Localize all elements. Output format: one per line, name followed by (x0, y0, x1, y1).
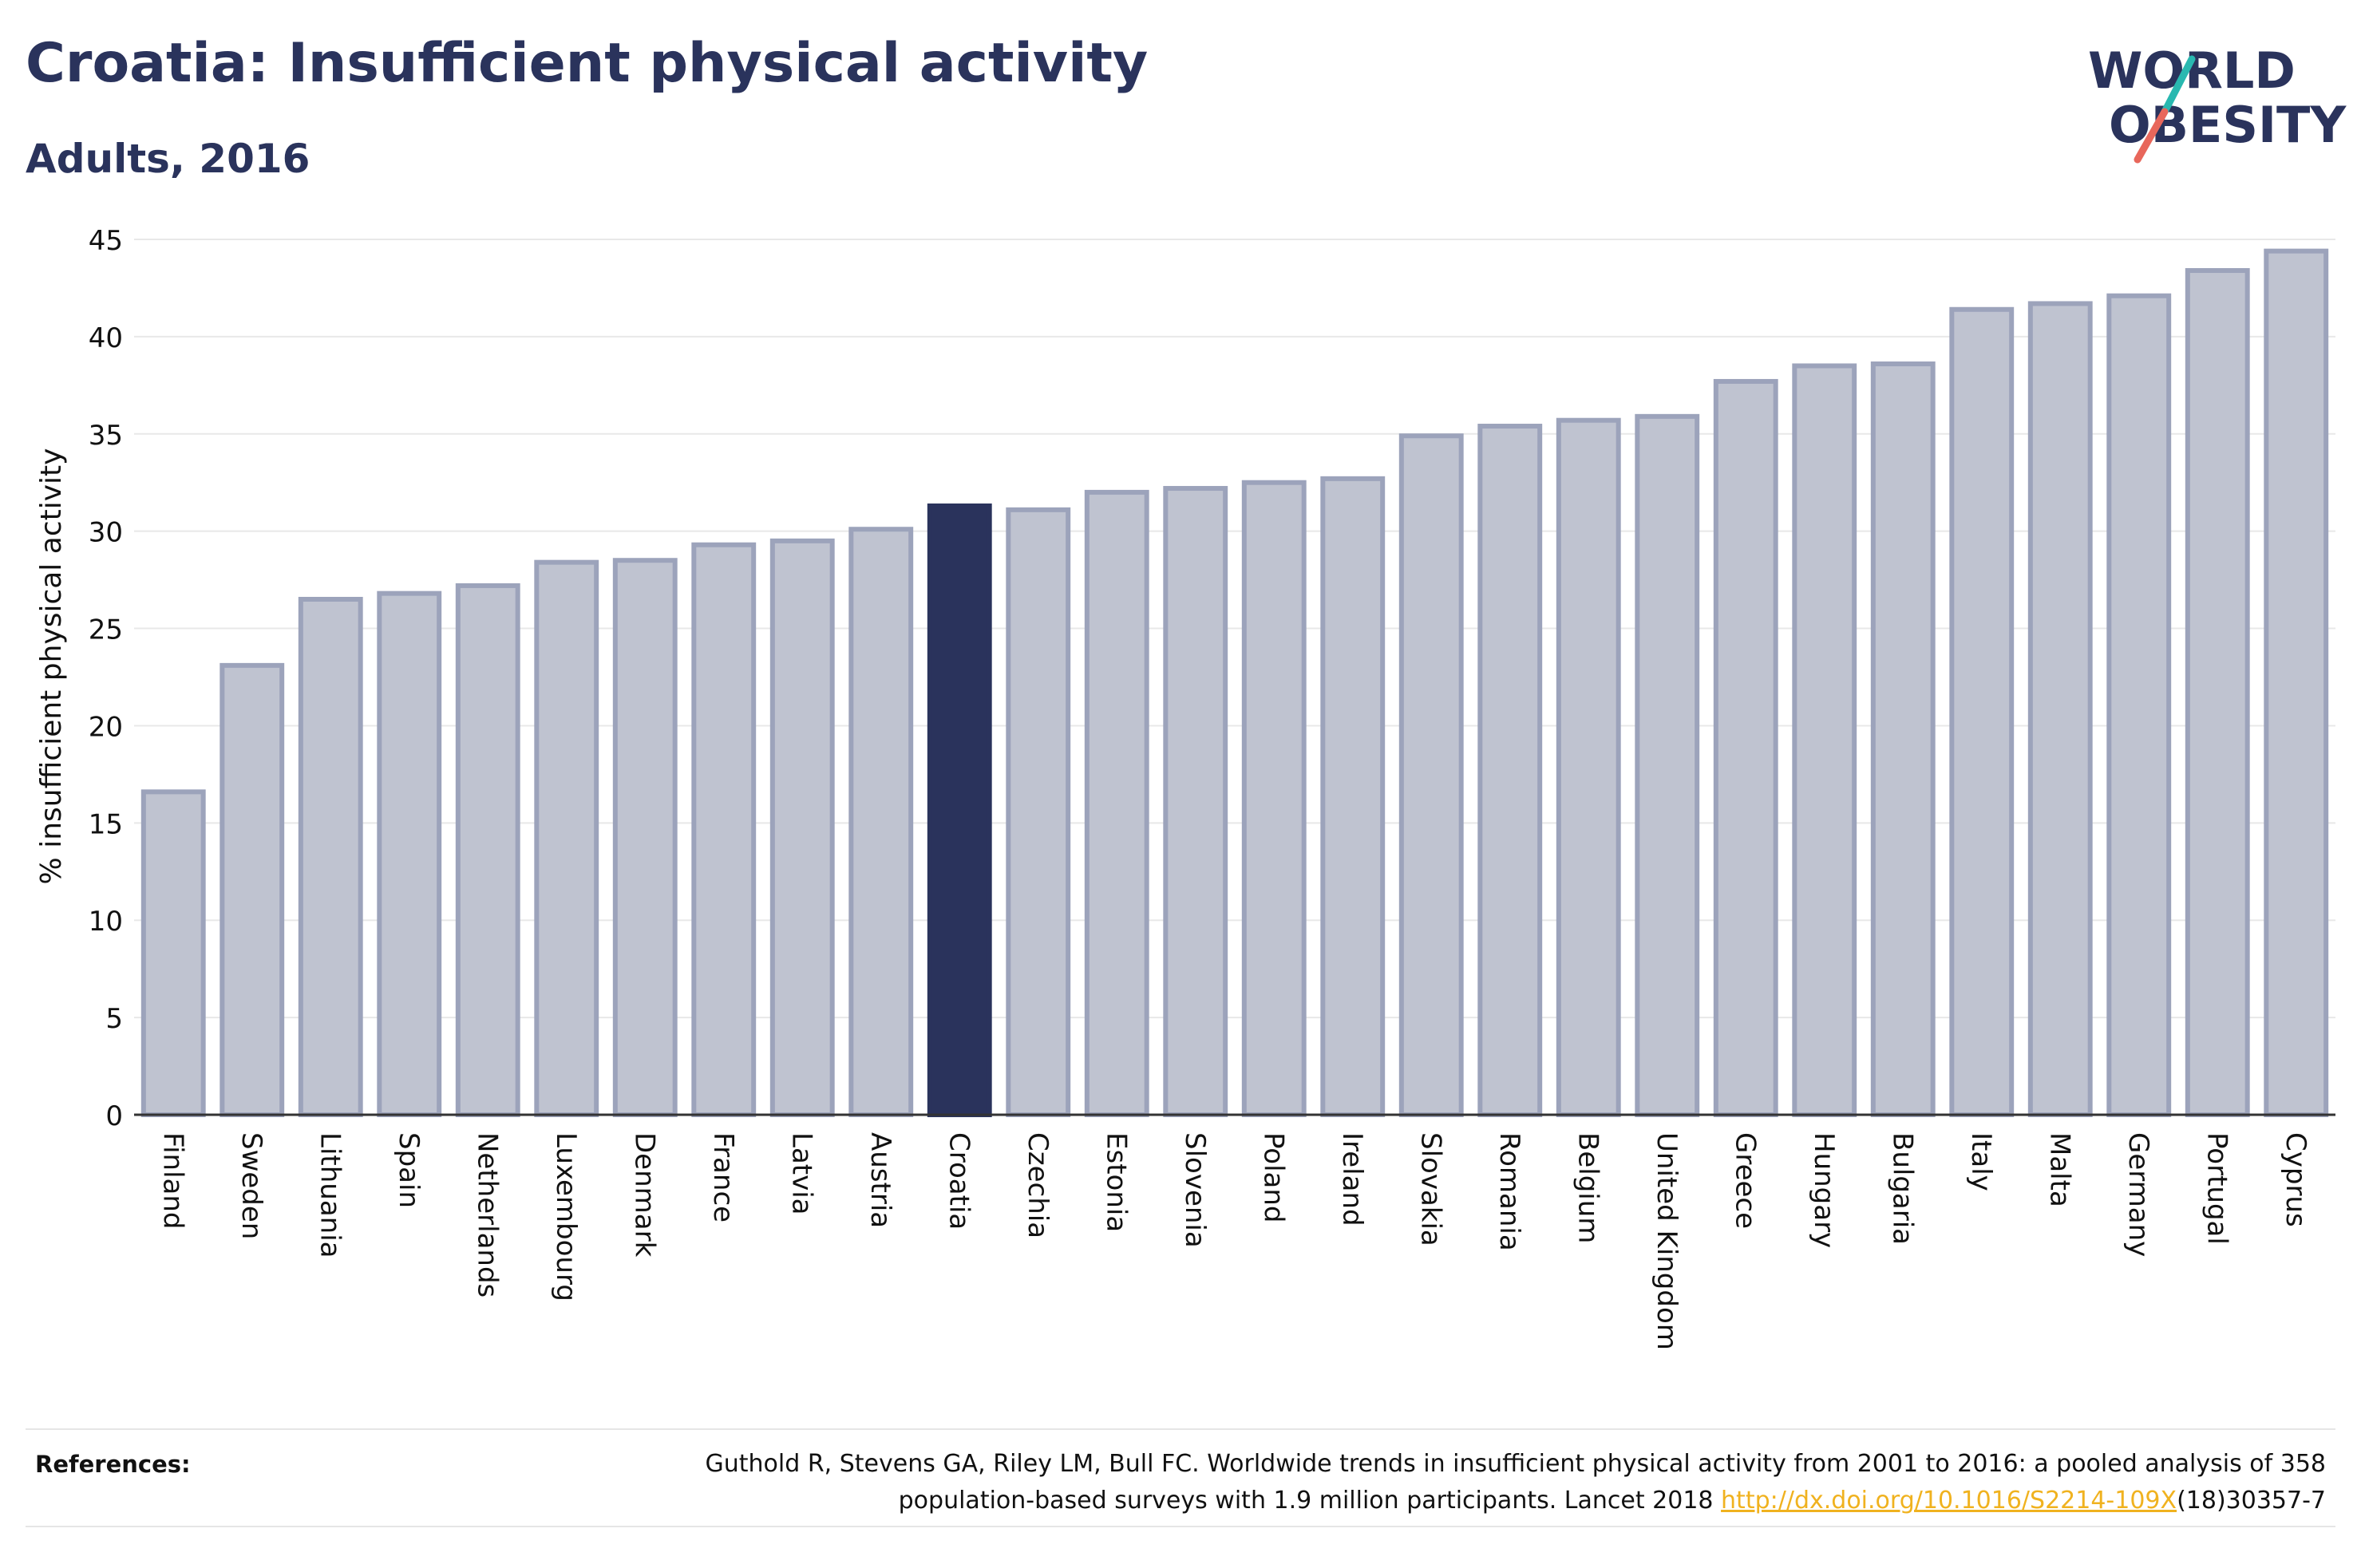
bar-belgium (1556, 417, 1621, 1117)
x-tick-label: Sweden (235, 1132, 267, 1239)
reference-text-1: Guthold R, Stevens GA, Riley LM, Bull FC… (705, 1450, 2326, 1478)
bar-czechia (1006, 507, 1071, 1117)
x-tick-label: Poland (1257, 1132, 1289, 1223)
bars (140, 248, 2329, 1118)
y-tick-label: 0 (105, 1100, 123, 1132)
bar-slovenia (1163, 486, 1228, 1117)
bar-denmark (612, 558, 678, 1117)
footer-divider-bottom (26, 1526, 2335, 1527)
bar-france (691, 542, 757, 1117)
bar-netherlands (455, 583, 520, 1117)
reference-text-2: population-based surveys with 1.9 millio… (898, 1487, 1722, 1515)
chart-title: Croatia: Insufficient physical activity (26, 32, 1149, 95)
y-tick-label: 10 (89, 906, 123, 938)
x-tick-label: Denmark (628, 1132, 660, 1258)
bar-united-kingdom (1635, 413, 1700, 1117)
x-tick-label: Portugal (2201, 1132, 2232, 1245)
x-tick-label: Romania (1493, 1132, 1525, 1251)
bar-hungary (1792, 363, 1857, 1117)
bar-lithuania (298, 596, 363, 1117)
x-tick-label: Hungary (1808, 1132, 1840, 1248)
bar-bulgaria (1870, 361, 1936, 1118)
y-tick-label: 40 (89, 322, 123, 354)
bar-austria (848, 527, 914, 1117)
x-tick-label: Cyprus (2280, 1132, 2312, 1227)
x-tick-label: Germany (2122, 1132, 2154, 1257)
x-tick-label: Czechia (1022, 1132, 1054, 1238)
x-tick-label: Estonia (1100, 1132, 1132, 1232)
x-tick-label: Belgium (1572, 1132, 1604, 1243)
logo-line-1: WORLD (2088, 41, 2296, 100)
x-tick-label: Slovakia (1414, 1132, 1446, 1246)
bar-sweden (219, 662, 285, 1117)
x-tick-label: Lithuania (314, 1132, 346, 1258)
x-tick-label: Ireland (1336, 1132, 1368, 1226)
x-tick-label: Greece (1729, 1132, 1761, 1229)
x-tick-label: Croatia (943, 1132, 975, 1230)
x-tick-label: Italy (1965, 1132, 1997, 1191)
bar-finland (140, 789, 206, 1118)
axes: 0 5 10 15 20 25 30 35 40 45 Finland Sweden Lithuania… (89, 225, 2335, 1350)
y-tick-label: 5 (105, 1003, 123, 1035)
bar-croatia (927, 503, 992, 1117)
world-obesity-logo: WORLD OBESITY (2088, 41, 2347, 164)
bar-latvia (769, 538, 835, 1117)
y-tick-label: 30 (89, 517, 123, 549)
x-tick-label: Austria (864, 1132, 896, 1228)
x-tick-label: Netherlands (471, 1132, 503, 1297)
y-tick-label: 20 (89, 711, 123, 743)
bar-ireland (1320, 476, 1386, 1117)
footer-divider-top (26, 1428, 2335, 1430)
x-tick-label: Spain (393, 1132, 425, 1208)
y-tick-label: 35 (89, 420, 123, 452)
x-tick-label: Bulgaria (1886, 1132, 1918, 1245)
bar-slovakia (1398, 433, 1464, 1117)
bar-romania (1477, 424, 1543, 1117)
bar-greece (1713, 378, 1778, 1117)
y-tick-label: 45 (89, 225, 123, 257)
bar-chart: 0 5 10 15 20 25 30 35 40 45 Finland Sweden Lithuania… (35, 225, 2335, 1350)
reference-text-3: (18)30357-7 (2177, 1487, 2326, 1515)
bar-cyprus (2264, 248, 2329, 1117)
y-axis-title: % insufficient physical activity (35, 448, 68, 885)
bar-portugal (2185, 268, 2250, 1118)
chart-subtitle: Adults, 2016 (26, 136, 310, 182)
bar-germany (2106, 293, 2172, 1117)
logo-slash-coral (2134, 108, 2169, 164)
reference-citation: Guthold R, Stevens GA, Riley LM, Bull FC… (490, 1446, 2326, 1519)
reference-doi-link[interactable]: http://dx.doi.org/10.1016/S2214-109X (1721, 1487, 2177, 1515)
y-tick-label: 25 (89, 614, 123, 646)
references-heading: References: (35, 1451, 191, 1478)
x-tick-label: United Kingdom (1651, 1132, 1683, 1350)
y-tick-label: 15 (89, 808, 123, 840)
bar-estonia (1084, 489, 1149, 1117)
bar-luxembourg (534, 559, 599, 1117)
bar-malta (2027, 301, 2093, 1117)
logo-slash-teal (2161, 55, 2196, 116)
x-tick-label: Finland (156, 1132, 188, 1230)
x-tick-label: Malta (2043, 1132, 2075, 1207)
x-tick-label: Latvia (785, 1132, 817, 1215)
x-tick-label: Slovenia (1179, 1132, 1211, 1248)
bar-poland (1241, 480, 1307, 1117)
x-tick-label: France (707, 1132, 739, 1222)
bar-spain (377, 590, 442, 1117)
x-tick-label: Luxembourg (550, 1132, 582, 1301)
bar-italy (1949, 306, 2015, 1117)
